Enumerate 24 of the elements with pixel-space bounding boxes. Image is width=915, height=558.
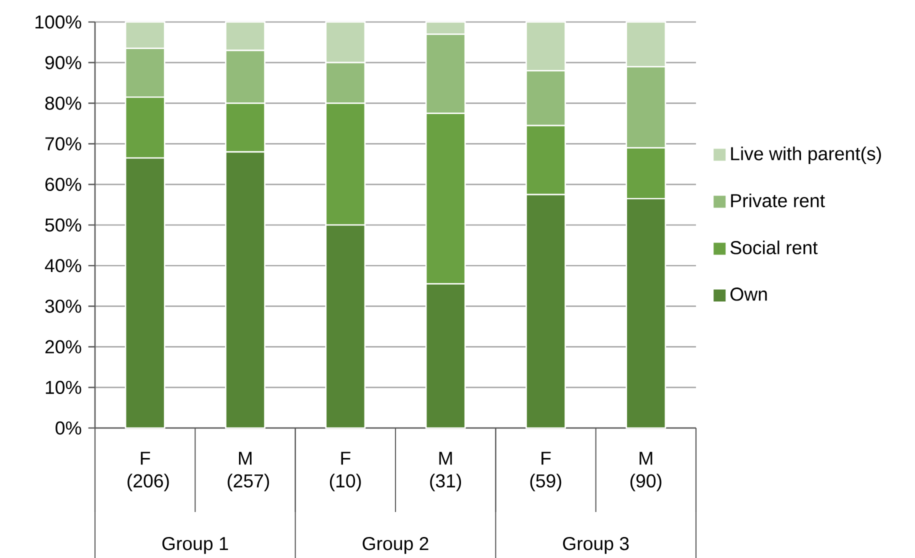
text: Group 2 <box>362 536 428 554</box>
x-tick-label: M (31) <box>430 452 462 492</box>
y-tick-label: 50% <box>45 218 82 232</box>
y-tick-label: 40% <box>44 258 82 272</box>
x-tick-label: F (206) <box>128 452 169 492</box>
legend-label: Live with parent(s) <box>731 146 881 164</box>
legend-label: Social rent <box>730 240 818 254</box>
y-tick-label: 0% <box>56 421 82 435</box>
y-tick-label: 90% <box>45 56 82 70</box>
legend-label: Private rent <box>731 194 825 208</box>
text: Group 1 <box>162 536 228 554</box>
y-tick-label: 20% <box>45 340 82 354</box>
legend-label: Own <box>730 288 767 301</box>
y-tick-label: 100% <box>36 15 82 29</box>
y-tick-label: 80% <box>45 96 82 110</box>
text: Group 3 <box>563 536 629 554</box>
y-tick-label: 30% <box>45 300 82 313</box>
x-tick-label: F (59) <box>530 452 562 492</box>
y-tick-label: 60% <box>45 178 82 192</box>
x-tick-label: F (10) <box>330 452 361 492</box>
x-tick-label: M (90) <box>630 452 662 492</box>
y-tick-label: 70% <box>45 137 82 150</box>
y-tick-label: 10% <box>46 380 82 394</box>
x-tick-label: M (257) <box>228 452 269 492</box>
